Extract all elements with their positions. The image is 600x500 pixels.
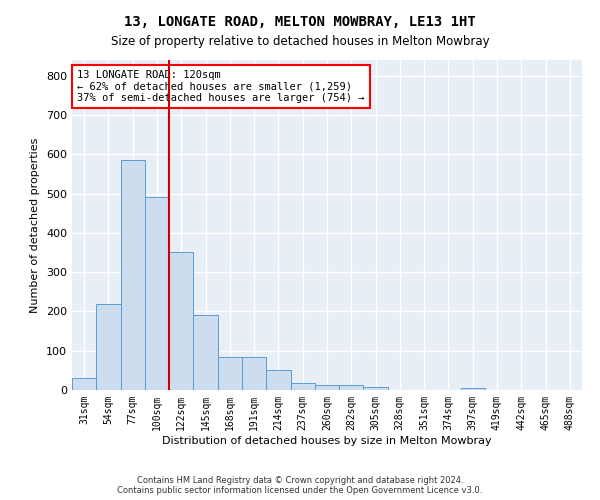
Y-axis label: Number of detached properties: Number of detached properties [31,138,40,312]
Text: Contains HM Land Registry data © Crown copyright and database right 2024.
Contai: Contains HM Land Registry data © Crown c… [118,476,482,495]
Text: Size of property relative to detached houses in Melton Mowbray: Size of property relative to detached ho… [110,35,490,48]
Text: 13 LONGATE ROAD: 120sqm
← 62% of detached houses are smaller (1,259)
37% of semi: 13 LONGATE ROAD: 120sqm ← 62% of detache… [77,70,365,103]
Bar [96,304,121,390]
Bar [266,370,290,390]
Text: 13, LONGATE ROAD, MELTON MOWBRAY, LE13 1HT: 13, LONGATE ROAD, MELTON MOWBRAY, LE13 1… [124,15,476,29]
Bar [72,378,96,390]
Bar [242,356,266,390]
Bar [339,385,364,390]
Bar [364,387,388,390]
Bar [461,388,485,390]
Bar [290,383,315,390]
Bar [169,252,193,390]
X-axis label: Distribution of detached houses by size in Melton Mowbray: Distribution of detached houses by size … [162,436,492,446]
Bar [315,385,339,390]
Bar [218,356,242,390]
Bar [145,198,169,390]
Bar [193,316,218,390]
Bar [121,160,145,390]
